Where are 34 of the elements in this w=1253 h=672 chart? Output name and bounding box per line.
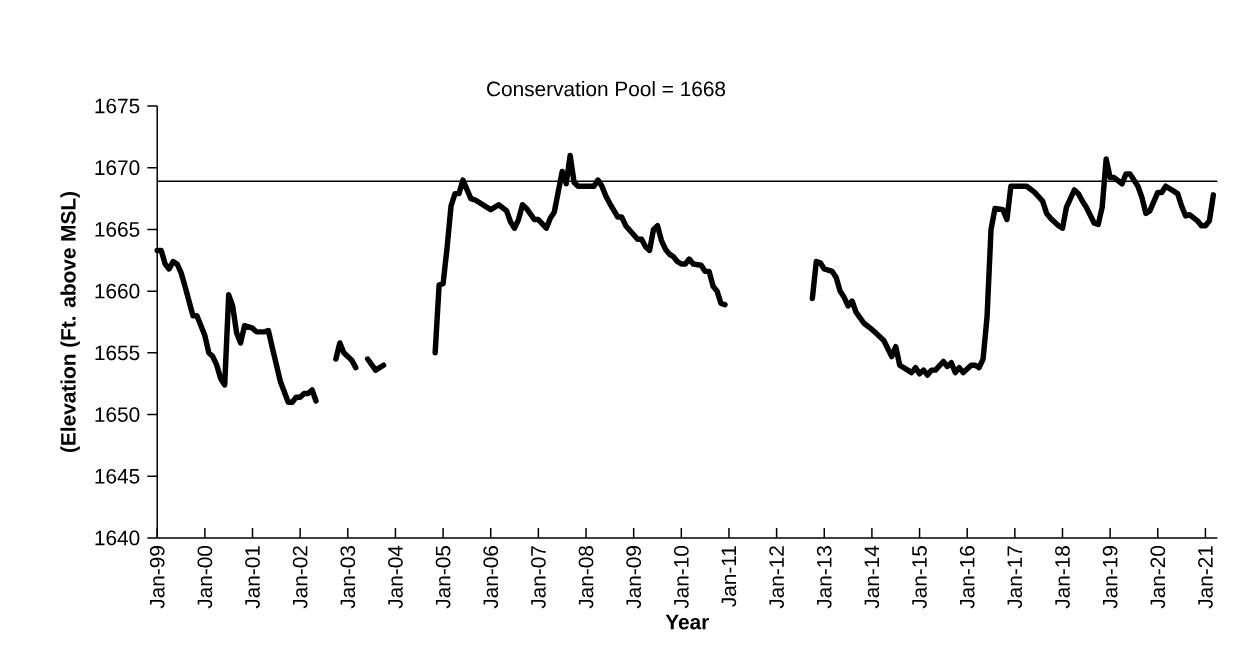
x-tick-label: Jan-04: [388, 545, 403, 609]
y-tick-label: 1655: [95, 345, 140, 361]
x-tick-label: Jan-16: [959, 546, 975, 609]
x-tick-label: Jan-19: [1102, 546, 1118, 609]
x-tick-label: Jan-11: [721, 546, 737, 607]
x-tick-label: Jan-06: [483, 546, 499, 609]
y-tick-label: 1665: [95, 222, 140, 237]
x-tick-label: Jan-03: [340, 546, 356, 609]
x-tick-label: Jan-10: [673, 546, 689, 609]
x-tick-label: Jan-08: [578, 546, 594, 609]
y-tick-label: 1650: [95, 407, 140, 423]
x-tick-label: Jan-05: [435, 546, 451, 609]
y-tick-label: 1670: [95, 160, 140, 176]
y-tick-label: 1640: [95, 530, 140, 546]
y-axis-title: (Elevation (Ft. above MSL): [60, 192, 80, 453]
x-axis-title: Year: [665, 614, 709, 630]
y-tick-label: 1645: [95, 469, 140, 484]
x-tick-label: Jan-15: [912, 546, 927, 609]
x-tick-label: Jan-21: [1198, 546, 1213, 609]
x-tick-label: Jan-12: [769, 546, 784, 609]
x-tick-label: Jan-01: [245, 546, 260, 609]
x-tick-label: Jan-20: [1150, 546, 1166, 609]
x-tick-label: Jan-13: [816, 546, 832, 609]
x-tick-label: Jan-02: [292, 546, 308, 609]
x-tick-label: Jan-09: [626, 546, 642, 609]
x-tick-label: Jan-99: [149, 546, 165, 609]
x-tick-label: Jan-18: [1055, 546, 1070, 609]
x-tick-label: Jan-07: [531, 546, 546, 609]
y-tick-label: 1675: [95, 98, 140, 114]
x-tick-label: Jan-17: [1007, 546, 1023, 609]
x-tick-label: Jan-14: [864, 545, 880, 609]
x-tick-label: Jan-00: [197, 546, 213, 609]
y-tick-label: 1660: [95, 283, 140, 299]
chart-title: Conservation Pool = 1668: [487, 81, 726, 97]
